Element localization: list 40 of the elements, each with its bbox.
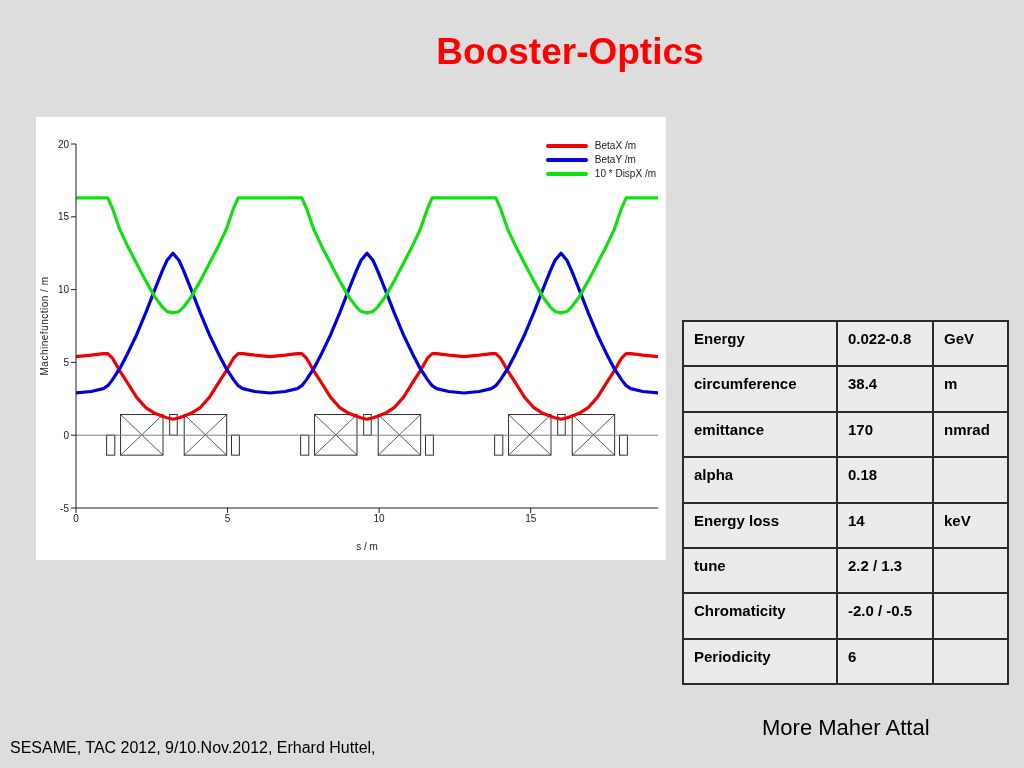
text: tune [694, 556, 726, 574]
text: Chromaticity [694, 602, 786, 620]
text: alpha [694, 466, 734, 484]
text: nmrad [944, 420, 990, 438]
y-tick-label: 10 [57, 284, 70, 296]
legend-label: BetaY /m [594, 153, 636, 167]
text: 6 [848, 647, 857, 665]
line-series [76, 251, 658, 395]
text: Periodicity [694, 647, 771, 665]
x-tick-label: 5 [224, 513, 231, 525]
text: 2.2 / 1.3 [848, 556, 903, 574]
text: Energy [694, 330, 745, 347]
text: emittance [694, 420, 765, 438]
y-axis-title: Machinefunction / m [38, 276, 50, 376]
text: Energy loss [694, 511, 780, 529]
text: circumference [694, 375, 797, 393]
text: 0.022-0.8 [848, 330, 912, 347]
y-tick-label: -5 [60, 502, 70, 514]
chart-title: Booster-Optics [436, 31, 704, 72]
y-tick-label: 15 [57, 211, 70, 223]
y-tick-label: 20 [57, 138, 70, 150]
legend-label: BetaX /m [594, 139, 636, 153]
text: keV [944, 511, 971, 529]
x-tick-label: 0 [73, 513, 80, 525]
text: GeV [944, 330, 975, 347]
text: m [944, 375, 958, 393]
x-tick-label: 10 [373, 513, 386, 525]
text: More Maher Attal [762, 715, 930, 740]
y-tick-label: 0 [63, 429, 70, 441]
text: 170 [848, 420, 874, 438]
y-tick-label: 5 [63, 356, 70, 368]
text: -2.0 / -0.5 [848, 602, 913, 620]
line-series [76, 196, 658, 315]
x-tick-label: 15 [525, 513, 537, 525]
text: SESAME, TAC 2012, 9/10.Nov.2012, Erhard Huttel, [10, 739, 376, 756]
legend-label: 10 * DispX /m [594, 167, 656, 181]
text: 14 [848, 511, 865, 529]
x-axis-title: s / m [356, 541, 378, 552]
text: 0.18 [848, 466, 878, 484]
text: 38.4 [848, 375, 878, 393]
